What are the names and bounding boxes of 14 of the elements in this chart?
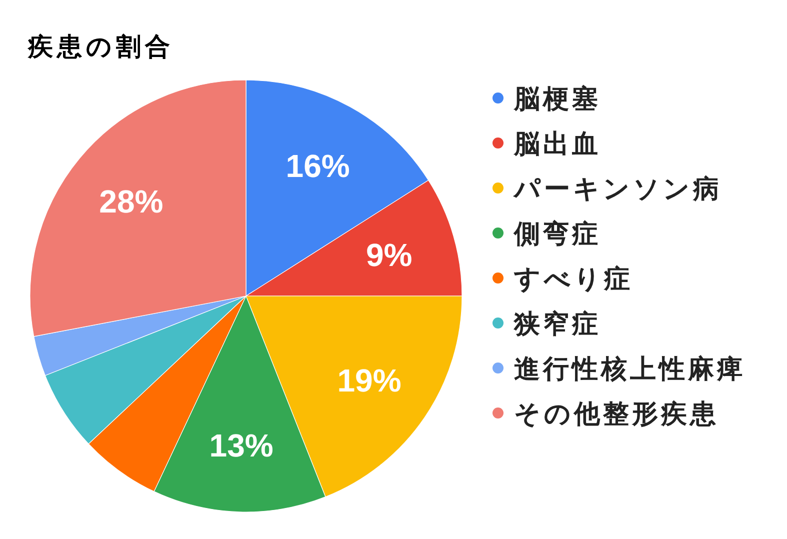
legend-label: 狭窄症 [513,308,601,338]
data-label: 28% [99,184,164,220]
legend-label: 側弯症 [513,218,601,248]
chart-title: 疾患の割合 [27,33,174,61]
legend-label: すべり症 [513,263,633,294]
data-label: 13% [209,427,274,464]
legend-label: その他整形疾患 [514,398,719,428]
legend-label: 脳出血 [513,128,601,158]
legend-label: 進行性核上性麻痺 [514,353,746,384]
data-label: 16% [286,148,350,184]
data-label: 9% [366,236,412,273]
data-label: 19% [337,362,402,398]
legend-label: パーキンソン病 [512,173,722,204]
legend-label: 脳梗塞 [513,83,601,114]
